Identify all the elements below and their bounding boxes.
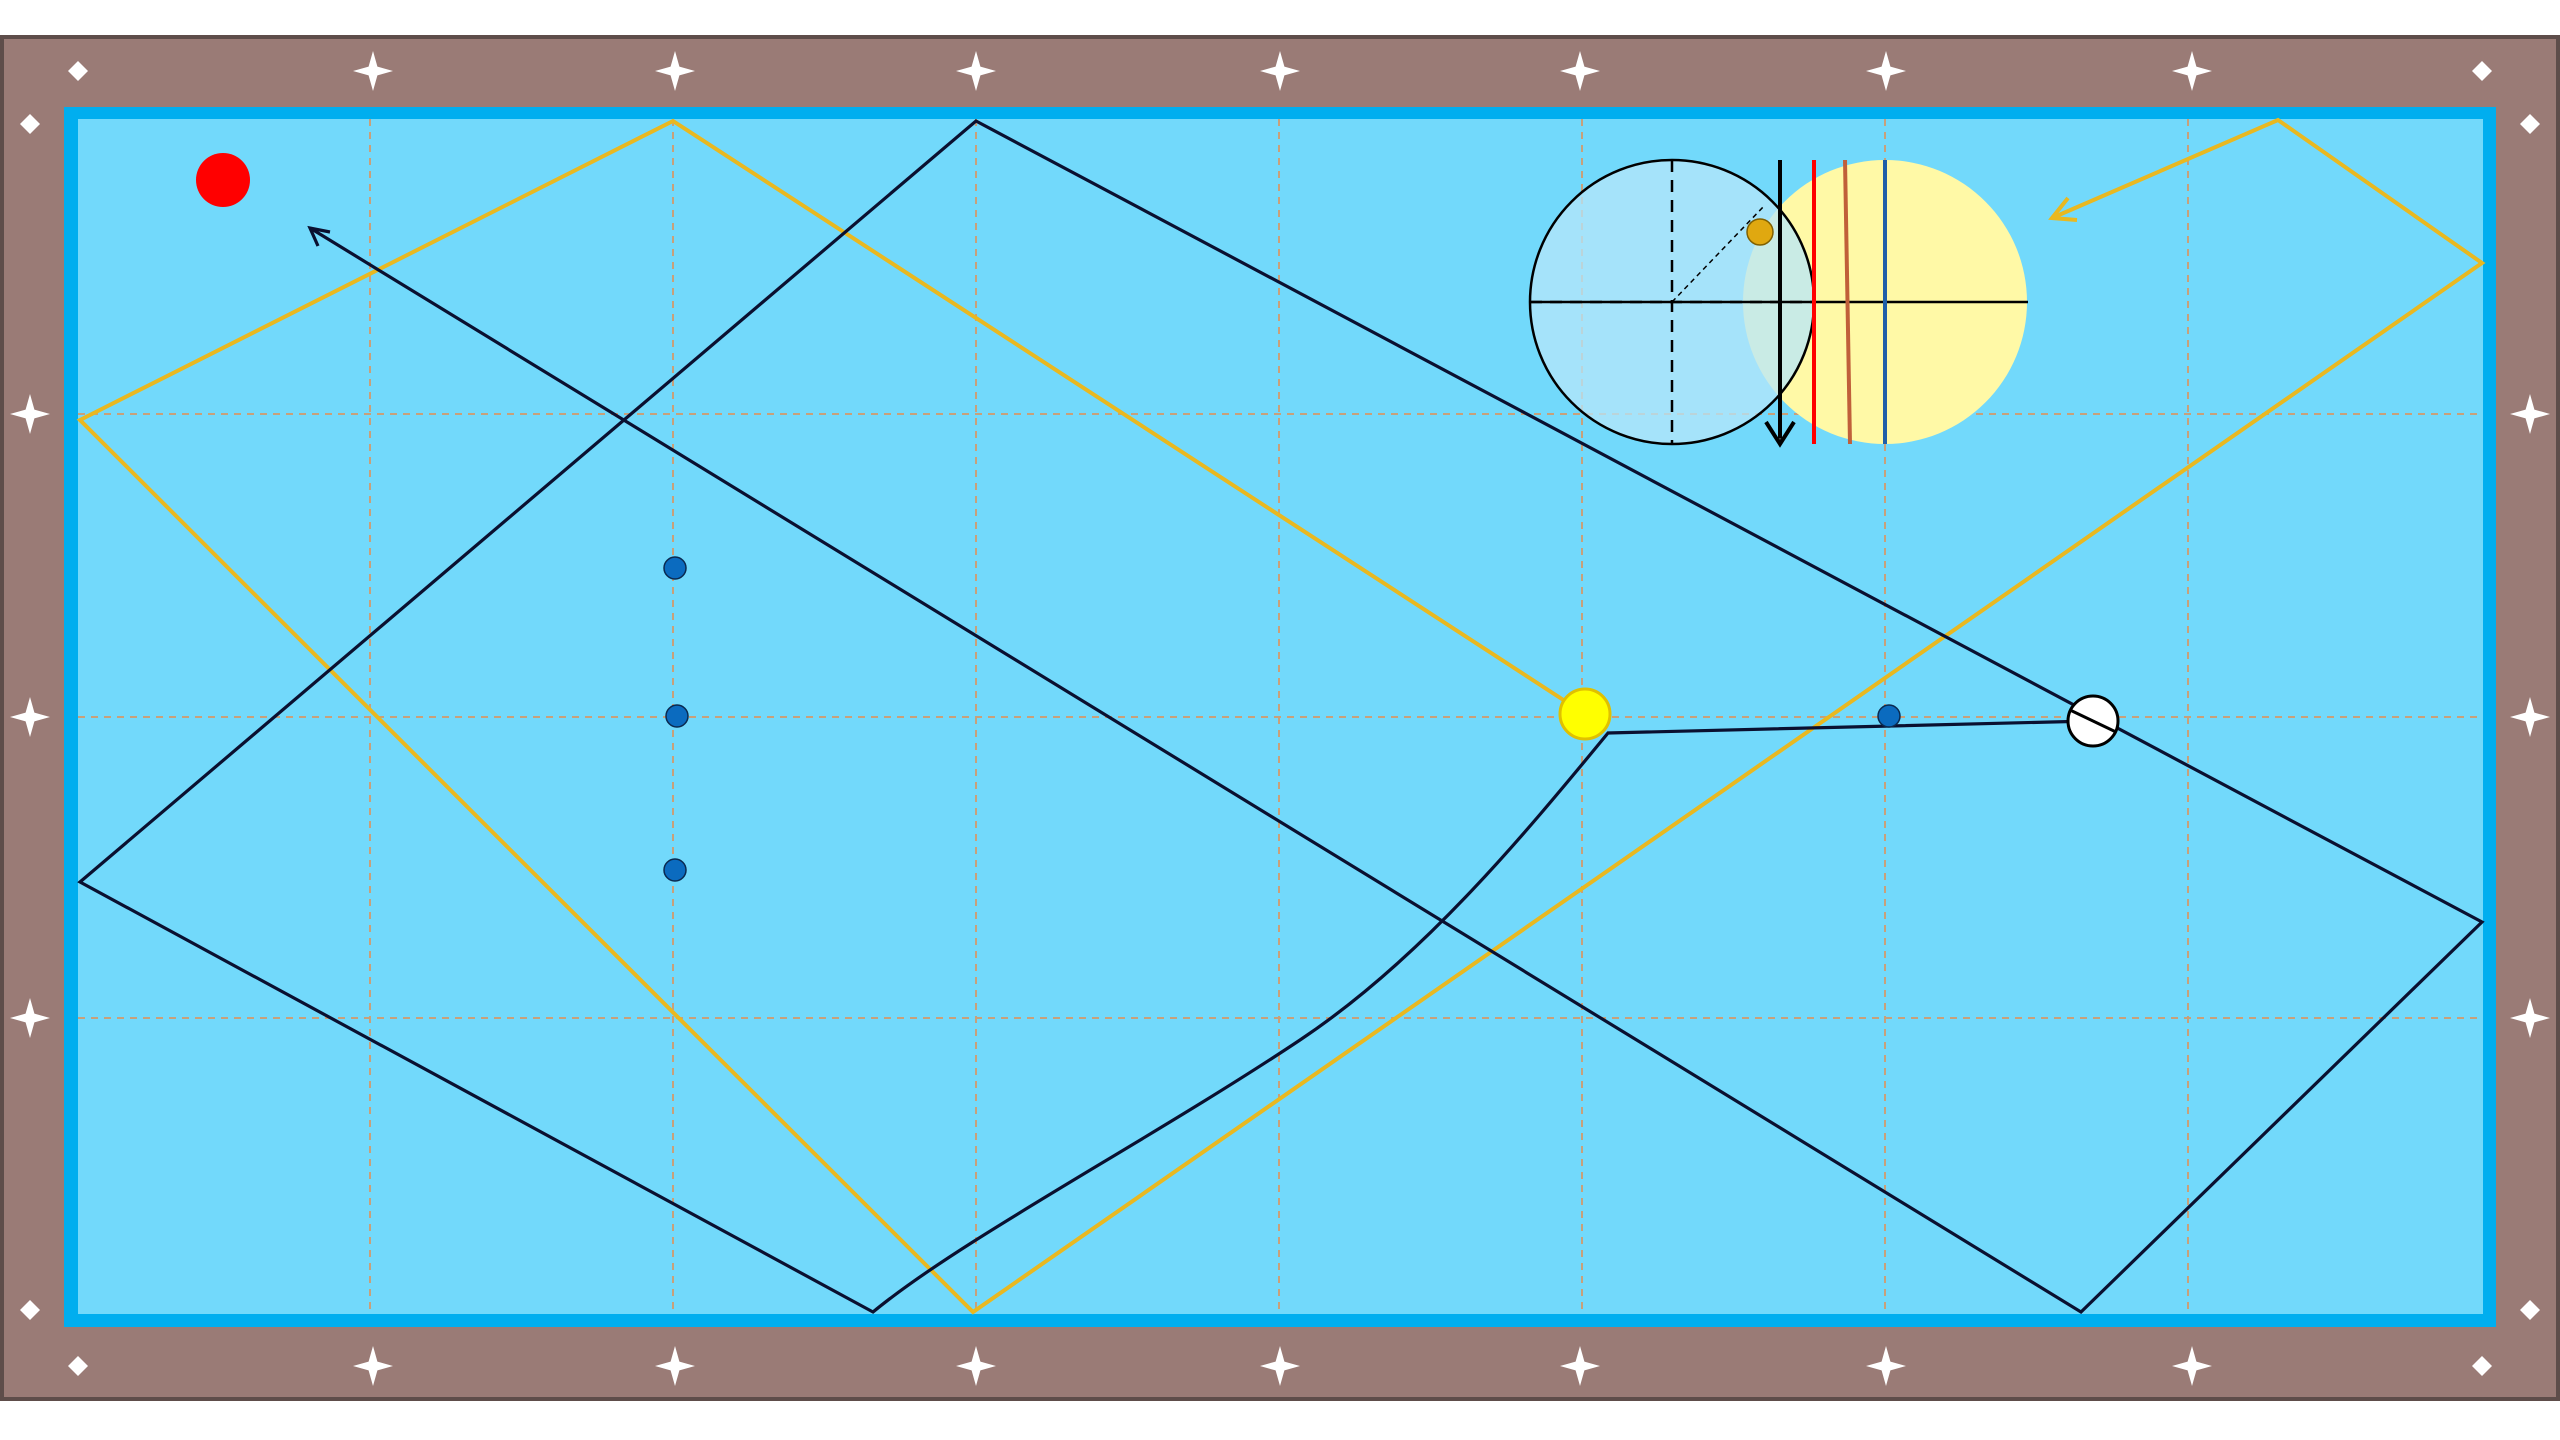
rail-diamond-icon — [10, 998, 50, 1038]
cue-ball — [2066, 694, 2120, 748]
inset-english-line — [1671, 204, 1766, 303]
rail-diamond-icon — [655, 51, 695, 91]
rail-diamond-icon — [1260, 51, 1300, 91]
position-dot — [665, 704, 689, 728]
rail-diamond-markers — [10, 51, 2550, 1386]
position-markers — [663, 556, 1901, 882]
rail-diamond-icon — [353, 51, 393, 91]
position-dot — [663, 556, 687, 580]
rail-diamond-icon — [2510, 394, 2550, 434]
aim-inset — [1528, 158, 2028, 448]
rail-diamond-icon — [956, 51, 996, 91]
cue-ball-path — [77, 119, 2485, 1315]
position-dot — [1877, 704, 1901, 728]
rail-corner-diamond-icon — [2472, 61, 2492, 81]
rail-diamond-icon — [1260, 1346, 1300, 1386]
rail-diamond-icon — [2172, 1346, 2212, 1386]
rail-diamond-icon — [2510, 697, 2550, 737]
rail-corner-diamond-icon — [2520, 114, 2540, 134]
rail-diamond-icon — [956, 1346, 996, 1386]
object-path-arrowhead — [2048, 196, 2078, 222]
rail-diamond-icon — [2172, 51, 2212, 91]
stroke-direction-arrowhead — [1764, 420, 1796, 448]
position-dot — [663, 858, 687, 882]
rail-diamond-icon — [1560, 51, 1600, 91]
yellow-ball — [1558, 687, 1612, 741]
english-dot — [1746, 218, 1774, 246]
cue-path-arrowhead — [307, 225, 331, 247]
aim-line-brown — [1843, 159, 1852, 445]
rail-corner-diamond-icon — [2472, 1356, 2492, 1376]
rail-corner-diamond-icon — [20, 1300, 40, 1320]
rail-diamond-icon — [353, 1346, 393, 1386]
rail-corner-diamond-icon — [20, 114, 40, 134]
rail-diamond-icon — [1866, 51, 1906, 91]
rail-corner-diamond-icon — [68, 61, 88, 81]
object-ball-path — [76, 117, 2486, 1315]
rail-corner-diamond-icon — [2520, 1300, 2540, 1320]
rail-diamond-icon — [10, 394, 50, 434]
rail-diamond-icon — [655, 1346, 695, 1386]
red-ball — [196, 153, 250, 207]
rail-diamond-icon — [1560, 1346, 1600, 1386]
rail-diamond-icon — [1866, 1346, 1906, 1386]
rail-corner-diamond-icon — [68, 1356, 88, 1376]
rail-diamond-icon — [10, 697, 50, 737]
rail-diamond-icon — [2510, 998, 2550, 1038]
